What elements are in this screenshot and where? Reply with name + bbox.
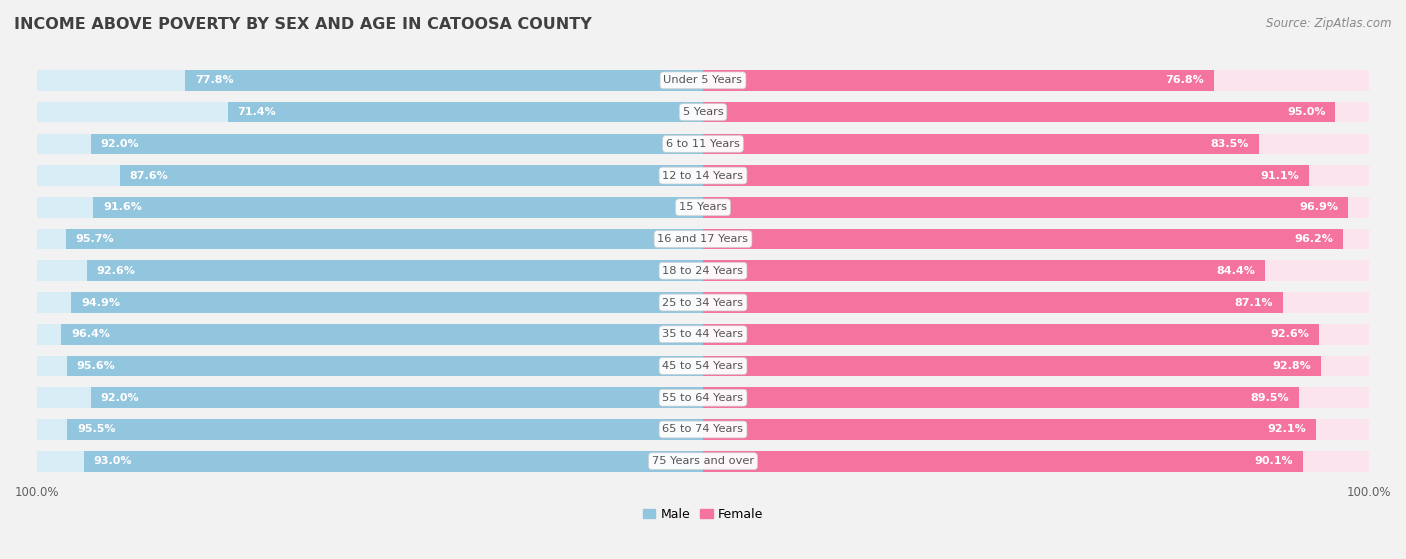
Text: 18 to 24 Years: 18 to 24 Years — [662, 266, 744, 276]
Bar — [703, 260, 1369, 281]
Text: 25 to 34 Years: 25 to 34 Years — [662, 297, 744, 307]
Bar — [37, 102, 703, 122]
Bar — [703, 356, 1369, 376]
Text: 95.6%: 95.6% — [76, 361, 115, 371]
Bar — [703, 197, 1369, 217]
Text: Source: ZipAtlas.com: Source: ZipAtlas.com — [1267, 17, 1392, 30]
Bar — [228, 102, 703, 122]
Text: 96.2%: 96.2% — [1295, 234, 1333, 244]
Bar — [90, 387, 703, 408]
Legend: Male, Female: Male, Female — [638, 503, 768, 526]
Bar — [703, 165, 1369, 186]
Bar — [37, 419, 703, 440]
Bar — [66, 356, 703, 376]
Bar — [37, 197, 703, 217]
Text: 95.5%: 95.5% — [77, 424, 115, 434]
Text: 16 and 17 Years: 16 and 17 Years — [658, 234, 748, 244]
Bar — [703, 102, 1369, 122]
Text: 92.6%: 92.6% — [1271, 329, 1309, 339]
Bar — [703, 197, 1348, 217]
Bar — [84, 451, 703, 471]
Bar — [37, 292, 703, 313]
Bar — [37, 451, 703, 471]
Bar — [703, 451, 1303, 471]
Text: 65 to 74 Years: 65 to 74 Years — [662, 424, 744, 434]
Text: 83.5%: 83.5% — [1211, 139, 1249, 149]
Bar — [66, 229, 703, 249]
Text: 92.6%: 92.6% — [97, 266, 135, 276]
Text: 5 Years: 5 Years — [683, 107, 723, 117]
Text: 12 to 14 Years: 12 to 14 Years — [662, 170, 744, 181]
Bar — [37, 356, 703, 376]
Text: 96.9%: 96.9% — [1299, 202, 1339, 212]
Bar — [90, 134, 703, 154]
Bar — [37, 70, 703, 91]
Bar — [703, 70, 1369, 91]
Text: 89.5%: 89.5% — [1250, 393, 1289, 402]
Bar — [93, 197, 703, 217]
Bar — [62, 324, 703, 344]
Text: 55 to 64 Years: 55 to 64 Years — [662, 393, 744, 402]
Text: 94.9%: 94.9% — [82, 297, 120, 307]
Bar — [37, 134, 703, 154]
Text: 15 Years: 15 Years — [679, 202, 727, 212]
Bar — [703, 387, 1369, 408]
Text: 84.4%: 84.4% — [1216, 266, 1256, 276]
Bar — [186, 70, 703, 91]
Bar — [703, 260, 1265, 281]
Bar — [703, 451, 1369, 471]
Bar — [703, 356, 1320, 376]
Text: 87.1%: 87.1% — [1234, 297, 1272, 307]
Bar — [703, 419, 1316, 440]
Bar — [703, 324, 1319, 344]
Bar — [120, 165, 703, 186]
Text: 76.8%: 76.8% — [1166, 75, 1205, 86]
Bar — [703, 102, 1336, 122]
Bar — [72, 292, 703, 313]
Text: 92.1%: 92.1% — [1267, 424, 1306, 434]
Text: 35 to 44 Years: 35 to 44 Years — [662, 329, 744, 339]
Text: 87.6%: 87.6% — [129, 170, 169, 181]
Bar — [703, 70, 1215, 91]
Text: 93.0%: 93.0% — [94, 456, 132, 466]
Text: 77.8%: 77.8% — [195, 75, 233, 86]
Bar — [87, 260, 703, 281]
Bar — [37, 324, 703, 344]
Bar — [703, 292, 1369, 313]
Bar — [37, 229, 703, 249]
Text: 91.1%: 91.1% — [1261, 170, 1299, 181]
Text: 92.8%: 92.8% — [1272, 361, 1310, 371]
Bar — [703, 324, 1369, 344]
Bar — [37, 387, 703, 408]
Bar — [37, 165, 703, 186]
Text: Under 5 Years: Under 5 Years — [664, 75, 742, 86]
Text: 45 to 54 Years: 45 to 54 Years — [662, 361, 744, 371]
Text: 90.1%: 90.1% — [1254, 456, 1294, 466]
Bar — [703, 165, 1309, 186]
Text: 92.0%: 92.0% — [100, 139, 139, 149]
Bar — [703, 229, 1369, 249]
Text: 91.6%: 91.6% — [103, 202, 142, 212]
Bar — [703, 292, 1282, 313]
Bar — [703, 134, 1369, 154]
Bar — [703, 387, 1299, 408]
Text: 92.0%: 92.0% — [100, 393, 139, 402]
Text: 75 Years and over: 75 Years and over — [652, 456, 754, 466]
Text: 95.0%: 95.0% — [1286, 107, 1326, 117]
Bar — [703, 134, 1258, 154]
Bar — [67, 419, 703, 440]
Text: 95.7%: 95.7% — [76, 234, 114, 244]
Text: 6 to 11 Years: 6 to 11 Years — [666, 139, 740, 149]
Bar — [37, 260, 703, 281]
Text: INCOME ABOVE POVERTY BY SEX AND AGE IN CATOOSA COUNTY: INCOME ABOVE POVERTY BY SEX AND AGE IN C… — [14, 17, 592, 32]
Text: 71.4%: 71.4% — [238, 107, 277, 117]
Bar — [703, 229, 1344, 249]
Text: 96.4%: 96.4% — [72, 329, 110, 339]
Bar — [703, 419, 1369, 440]
